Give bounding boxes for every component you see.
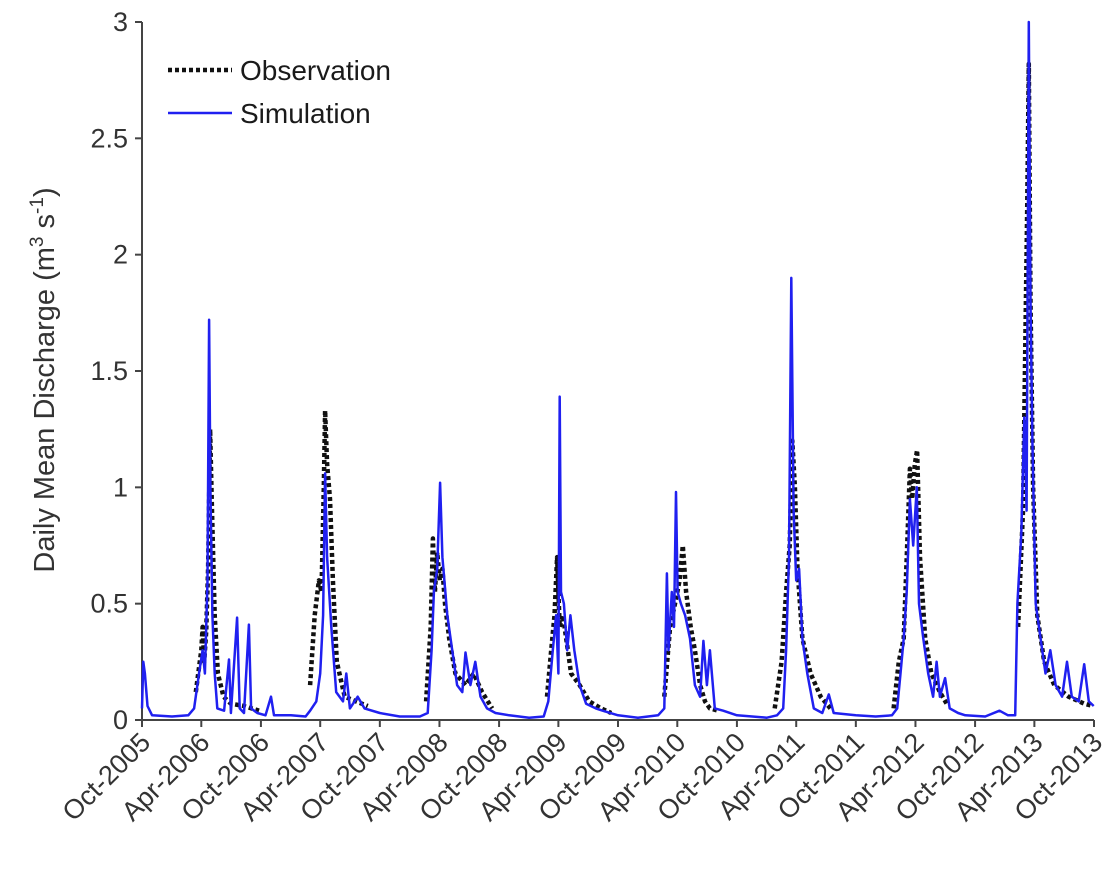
y-axis-title-end: ) <box>29 187 61 197</box>
observation-series-line <box>662 543 719 713</box>
observation-series-line <box>772 438 833 710</box>
y-axis-title-mid: s <box>29 214 61 237</box>
y-tick-label: 2 <box>113 240 128 270</box>
observation-series-line <box>423 536 495 710</box>
y-tick-label: 1.5 <box>90 356 128 386</box>
legend-label-simulation: Simulation <box>240 98 371 129</box>
y-tick-label: 0 <box>113 705 128 735</box>
y-tick-label: 0.5 <box>90 589 128 619</box>
y-ticks: 0 0.5 1 1.5 2 2.5 3 <box>90 7 142 735</box>
y-axis-title-main: Daily Mean Discharge (m <box>29 247 61 573</box>
simulation-series-line <box>140 20 1095 719</box>
y-tick-label: 1 <box>113 472 128 502</box>
y-axis-title: Daily Mean Discharge (m3 s-1) <box>27 187 61 572</box>
observation-series-line <box>307 408 369 709</box>
y-axis-title-sup2: -1 <box>27 197 48 214</box>
y-tick-label: 3 <box>113 7 128 37</box>
x-ticks: Oct-2005Apr-2006Oct-2006Apr-2007Oct-2007… <box>56 720 1108 827</box>
y-axis-title-sup1: 3 <box>27 237 48 248</box>
y-tick-label: 2.5 <box>90 123 128 153</box>
legend: Observation Simulation <box>168 55 391 129</box>
series <box>140 20 1095 719</box>
legend-label-observation: Observation <box>240 55 391 86</box>
